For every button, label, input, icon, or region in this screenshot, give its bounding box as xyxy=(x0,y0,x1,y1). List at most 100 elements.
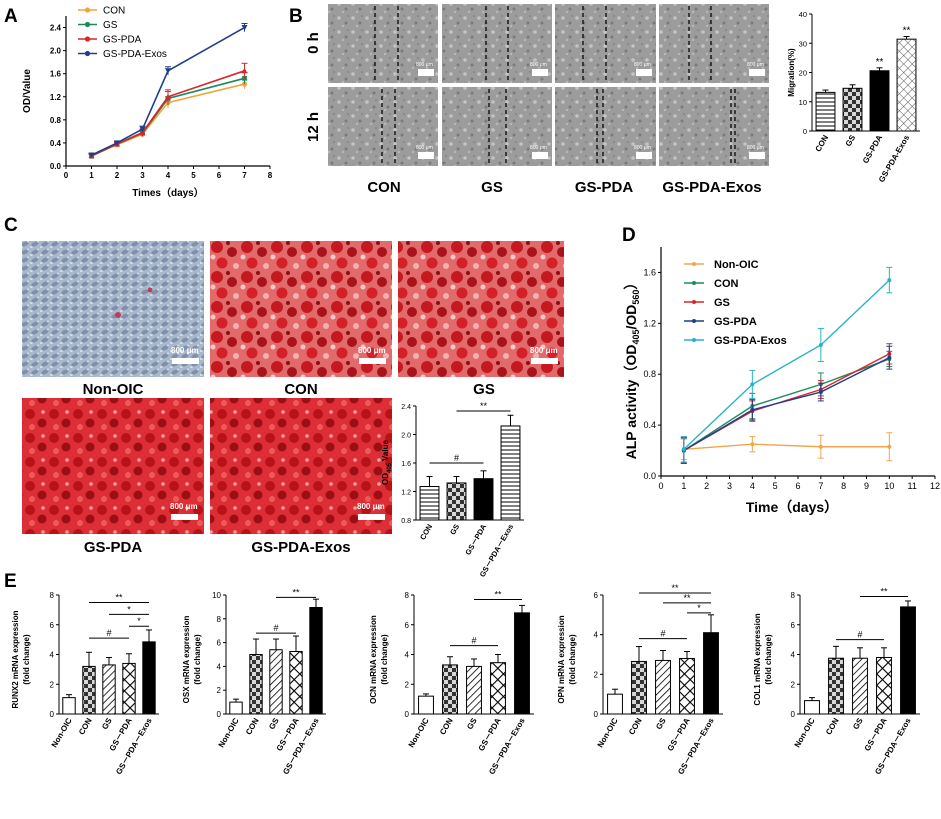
d-point xyxy=(681,447,686,452)
b-y-axis-label: Migration(%) xyxy=(787,48,796,97)
e-bar-1 xyxy=(82,665,96,715)
d-legend-marker xyxy=(692,338,696,342)
e-x-tick-label: Non-OIC xyxy=(50,716,74,749)
a-point xyxy=(88,152,95,159)
d-x-tick-label: 5 xyxy=(773,481,778,491)
b-x-tick-label: GS-PDA xyxy=(861,133,884,165)
a-point xyxy=(139,129,146,136)
e-x-tick-label: GS－PDA xyxy=(666,716,692,752)
e-x-tick-label: CON xyxy=(824,716,841,736)
a-y-tick-label: 0.4 xyxy=(50,139,62,148)
d-y-tick-label: 0.4 xyxy=(643,420,656,430)
e-bar-4 xyxy=(703,632,719,715)
b-significance: ** xyxy=(876,57,884,68)
e-subchart-2: 0 2 4 6 8 10 OSX mRNA expression (fold change) N… xyxy=(182,587,326,776)
d-point xyxy=(887,355,892,360)
e-bracket-label: # xyxy=(273,623,278,633)
chart-d-alp-activity: 0 1 2 3 4 5 6 7 8 9 10 11 120.00.40.81.21.6Time（days… xyxy=(623,247,940,515)
c-x-tick-label: CON xyxy=(418,523,434,542)
d-legend-marker xyxy=(692,319,696,323)
e-bracket-label: ** xyxy=(292,587,300,597)
e-y-axis-label: OCN mRNA expression (fold change) xyxy=(369,615,389,704)
e-bar-3 xyxy=(876,656,892,715)
a-y-tick-label: 0.0 xyxy=(50,162,62,171)
time-label-0h: 0 h xyxy=(305,32,322,54)
c-bracket-label: # xyxy=(454,453,459,463)
c-y-tick-label: 1.2 xyxy=(401,490,411,497)
d-y-label-part: 560 xyxy=(631,290,641,305)
d-legend-marker xyxy=(692,281,696,285)
scale-label-gs-12h: 800 μm xyxy=(530,145,547,151)
d-y-tick-label: 1.2 xyxy=(643,318,656,328)
d-x-tick-label: 6 xyxy=(795,481,800,491)
a-x-tick-label: 1 xyxy=(89,171,94,180)
image-label-exos: GS-PDA-Exos xyxy=(251,539,350,556)
a-legend-marker xyxy=(84,21,91,28)
e-y-tick-label: 6 xyxy=(50,621,55,630)
e-x-tick-label: CON xyxy=(438,716,455,736)
e-x-tick-label: Non-OIC xyxy=(407,716,431,749)
a-point xyxy=(165,93,171,100)
d-series-line-4 xyxy=(683,279,890,450)
e-bracket-label: # xyxy=(857,630,862,640)
e-y-tick-label: 6 xyxy=(791,621,796,630)
e-y-tick-label: 4 xyxy=(217,662,222,671)
e-y-axis-label: RUNX2 mRNA expression (fold change) xyxy=(11,610,31,708)
a-x-tick-label: 5 xyxy=(191,171,196,180)
e-bar-4 xyxy=(309,606,323,715)
d-x-tick-label: 12 xyxy=(930,481,940,491)
e-bar-3 xyxy=(289,651,303,715)
image-label-gspda: GS-PDA xyxy=(84,539,143,556)
e-x-tick-label: Non-OIC xyxy=(793,716,817,749)
scale-label-gspda-0h: 800 μm xyxy=(634,62,651,68)
e-bar-2 xyxy=(466,665,482,715)
e-bracket-label: ** xyxy=(671,583,679,593)
image-label-con: CON xyxy=(284,381,317,398)
stain-image-exos xyxy=(210,398,392,534)
e-y-axis-label: COL1 mRNA expression (fold change) xyxy=(753,613,773,705)
e-y-tick-label: 2 xyxy=(217,686,222,695)
e-subchart-1: 0 2 4 6 8 RUNX2 mRNA expression (fold change) N… xyxy=(11,591,159,776)
d-y-tick-label: 0.8 xyxy=(643,369,656,379)
d-point xyxy=(818,390,823,395)
scale-label-exos-0h: 800 μm xyxy=(747,62,764,68)
b-y-tick-label: 0 xyxy=(803,127,807,136)
e-bar-0 xyxy=(804,700,820,715)
e-y-tick-label: 2 xyxy=(791,680,796,689)
d-point xyxy=(818,342,823,347)
a-point xyxy=(165,68,171,74)
e-y-tick-label: 2 xyxy=(405,680,410,689)
group-label-exos: GS-PDA-Exos xyxy=(662,179,761,196)
a-y-tick-label: 2.0 xyxy=(50,47,62,56)
a-legend-label: GS xyxy=(103,20,118,31)
e-y-label-line: (fold change) xyxy=(193,634,202,685)
d-legend-label: GS-PDA xyxy=(714,316,757,328)
e-y-tick-label: 0 xyxy=(405,710,410,719)
time-label-12h: 12 h xyxy=(305,112,322,142)
a-x-tick-label: 2 xyxy=(115,171,120,180)
e-bar-0 xyxy=(62,697,76,715)
a-legend-marker xyxy=(84,50,91,57)
e-y-label-line: OSX mRNA expression xyxy=(182,616,191,704)
stain-image-gspda xyxy=(22,398,204,534)
d-x-tick-label: 10 xyxy=(884,481,894,491)
scale-label-gs-0h: 800 μm xyxy=(530,62,547,68)
group-label-gspda: GS-PDA xyxy=(575,179,634,196)
stain-image-gs xyxy=(398,241,564,377)
d-y-label-part: /OD xyxy=(623,305,639,330)
c-bracket-label: ** xyxy=(480,401,488,411)
e-y-label-line: OCN mRNA expression xyxy=(369,615,378,704)
e-x-tick-label: GS－PDA xyxy=(863,716,889,752)
e-y-tick-label: 4 xyxy=(594,631,599,640)
e-bracket-label: ** xyxy=(115,592,123,602)
b-bar-3 xyxy=(896,38,917,132)
c-scale-label-gspda: 800 μm xyxy=(170,502,198,511)
e-y-tick-label: 8 xyxy=(217,615,222,624)
e-bar-2 xyxy=(852,657,868,715)
e-x-tick-label: Non-OIC xyxy=(217,716,241,749)
e-bracket-label: * xyxy=(697,603,701,613)
b-bar-0 xyxy=(815,91,836,132)
e-subchart-3: 0 2 4 6 8 OCN mRNA expression (fold change) Non… xyxy=(369,589,534,776)
d-legend-label: GS xyxy=(714,297,730,309)
